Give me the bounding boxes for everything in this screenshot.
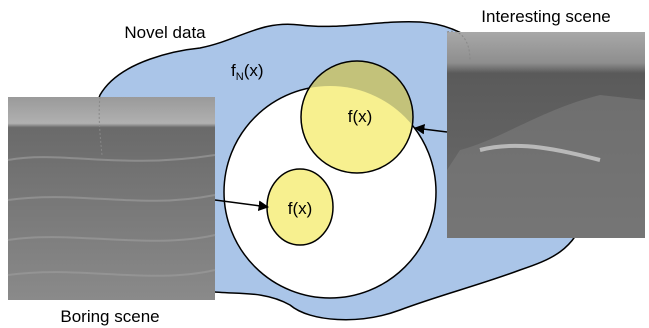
boring-scene-label: Boring scene (60, 307, 159, 326)
interesting-scene-label: Interesting scene (481, 7, 610, 26)
novel-data-label: Novel data (124, 23, 206, 42)
boring-function-label: f(x) (288, 199, 313, 218)
interesting-function-label: f(x) (348, 107, 373, 126)
diagram: Novel data fN(x) f(x) f(x) Interesting s… (0, 0, 649, 328)
fn-argument: (x) (244, 61, 264, 80)
fn-subscript: N (236, 71, 244, 83)
